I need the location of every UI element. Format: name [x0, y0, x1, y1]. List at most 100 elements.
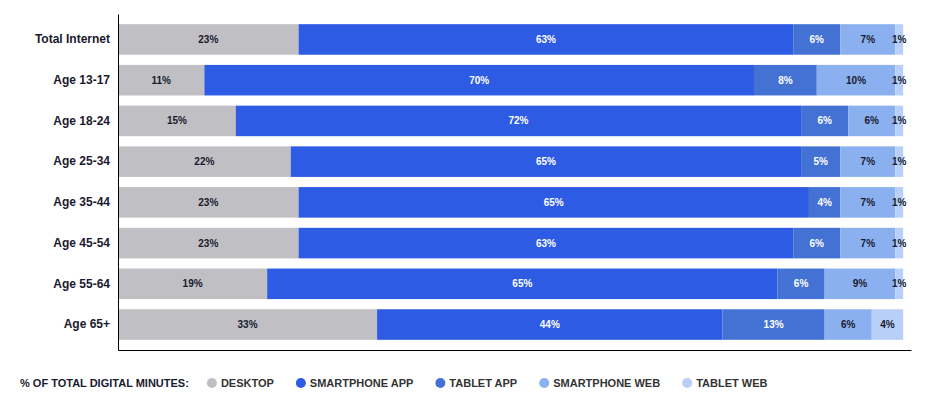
data-label: 63%: [536, 238, 556, 249]
bar: [754, 65, 817, 96]
bar: [723, 309, 825, 340]
data-label: 1%: [892, 34, 907, 45]
value-axis: [119, 350, 912, 351]
tick-label: Age 13-17: [53, 73, 110, 87]
data-label: 33%: [238, 319, 258, 330]
data-label: 63%: [536, 34, 556, 45]
bar: [299, 228, 794, 259]
bar: [118, 24, 299, 55]
bar: [299, 24, 794, 55]
bar: [118, 309, 377, 340]
data-labels: 23%11%15%22%23%23%19%33%63%70%72%65%65%6…: [151, 34, 906, 330]
tick-label: Age 25-34: [53, 154, 110, 168]
bar: [848, 106, 895, 137]
legend-swatch: [435, 378, 445, 388]
legend-item: SMARTPHONE WEB: [539, 377, 660, 389]
data-label: 7%: [861, 197, 876, 208]
data-label: 72%: [508, 115, 528, 126]
tick: Age 55-64: [53, 277, 118, 291]
data-label: 1%: [892, 115, 907, 126]
data-label: 10%: [846, 75, 866, 86]
data-label: 8%: [778, 75, 793, 86]
tick: Age 13-17: [53, 73, 118, 87]
series: [204, 24, 809, 340]
tick-label: Age 65+: [64, 317, 110, 331]
bar: [118, 269, 267, 300]
data-label: 23%: [198, 238, 218, 249]
data-label: 15%: [167, 115, 187, 126]
legend-label: TABLET APP: [449, 377, 517, 389]
legend-swatch: [539, 378, 549, 388]
bar: [793, 24, 840, 55]
data-label: 11%: [151, 75, 171, 86]
tick: Age 35-44: [53, 195, 118, 209]
data-label: 5%: [813, 156, 828, 167]
data-label: 70%: [469, 75, 489, 86]
tick: Age 45-54: [53, 236, 118, 250]
data-label: 1%: [892, 278, 907, 289]
legend-item: DESKTOP: [207, 377, 274, 389]
data-label: 65%: [544, 197, 564, 208]
data-label: 65%: [512, 278, 532, 289]
bar: [840, 187, 895, 218]
tick-label: Age 55-64: [53, 277, 110, 291]
legend-swatch: [296, 378, 306, 388]
bar: [778, 269, 825, 300]
legend-item: TABLET APP: [435, 377, 517, 389]
legend-label: DESKTOP: [221, 377, 274, 389]
bar: [204, 65, 754, 96]
data-label: 19%: [183, 278, 203, 289]
bar: [377, 309, 722, 340]
tick-label: Age 18-24: [53, 114, 110, 128]
legend-title: % OF TOTAL DIGITAL MINUTES:: [20, 377, 189, 389]
bar: [840, 146, 895, 177]
axis-line: [118, 15, 119, 351]
data-label: 1%: [892, 75, 907, 86]
tick: Age 18-24: [53, 114, 118, 128]
chart: 23%11%15%22%23%23%19%33%63%70%72%65%65%6…: [0, 0, 939, 404]
data-label: 13%: [764, 319, 784, 330]
bar: [118, 187, 299, 218]
data-label: 4%: [817, 197, 832, 208]
bar: [817, 65, 896, 96]
bar: [809, 187, 840, 218]
legend: % OF TOTAL DIGITAL MINUTES: DESKTOP SMARTP…: [20, 377, 767, 389]
data-label: 44%: [540, 319, 560, 330]
bar: [299, 187, 809, 218]
data-label: 7%: [861, 156, 876, 167]
legend-swatch: [682, 378, 692, 388]
axis-line: [119, 350, 912, 351]
bar: [872, 309, 903, 340]
bar: [118, 228, 299, 259]
data-label: 1%: [892, 156, 907, 167]
legend-swatch: [207, 378, 217, 388]
bar: [793, 228, 840, 259]
tick: Total Internet: [35, 32, 118, 46]
legend-label: TABLET WEB: [696, 377, 767, 389]
tick-label: Age 45-54: [53, 236, 110, 250]
series: [872, 24, 903, 340]
bar: [801, 106, 848, 137]
bar: [840, 24, 895, 55]
bars: [118, 24, 903, 340]
tick: Age 25-34: [53, 154, 118, 168]
legend-item: SMARTPHONE APP: [296, 377, 414, 389]
series: [817, 24, 896, 340]
data-label: 6%: [841, 319, 856, 330]
bar: [825, 269, 896, 300]
bar: [118, 106, 236, 137]
data-label: 6%: [810, 34, 825, 45]
tick-label: Age 35-44: [53, 195, 110, 209]
data-label: 1%: [892, 197, 907, 208]
data-label: 65%: [536, 156, 556, 167]
data-label: 6%: [817, 115, 832, 126]
data-label: 6%: [794, 278, 809, 289]
data-label: 23%: [198, 197, 218, 208]
bar: [291, 146, 801, 177]
data-label: 1%: [892, 238, 907, 249]
data-label: 9%: [853, 278, 868, 289]
data-label: 6%: [810, 238, 825, 249]
tick: Age 65+: [64, 317, 118, 331]
legend-item: TABLET WEB: [682, 377, 767, 389]
data-label: 22%: [194, 156, 214, 167]
